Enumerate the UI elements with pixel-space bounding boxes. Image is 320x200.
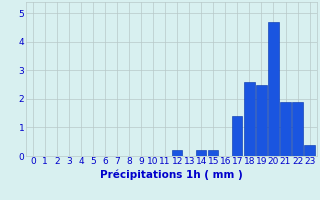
Bar xyxy=(208,150,219,156)
X-axis label: Précipitations 1h ( mm ): Précipitations 1h ( mm ) xyxy=(100,169,243,180)
Bar xyxy=(292,102,303,156)
Bar xyxy=(256,85,267,156)
Bar xyxy=(172,150,182,156)
Bar xyxy=(304,145,315,156)
Bar xyxy=(196,150,206,156)
Bar xyxy=(232,116,243,156)
Bar xyxy=(268,22,279,156)
Bar xyxy=(280,102,291,156)
Bar xyxy=(244,82,254,156)
